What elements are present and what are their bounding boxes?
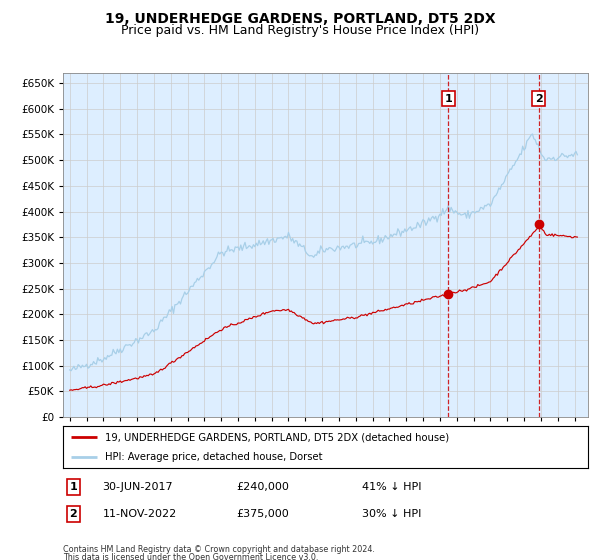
Text: 11-NOV-2022: 11-NOV-2022 bbox=[103, 509, 176, 519]
Text: Contains HM Land Registry data © Crown copyright and database right 2024.: Contains HM Land Registry data © Crown c… bbox=[63, 545, 375, 554]
Text: HPI: Average price, detached house, Dorset: HPI: Average price, detached house, Dors… bbox=[105, 452, 323, 462]
Text: 2: 2 bbox=[535, 94, 542, 104]
Text: £240,000: £240,000 bbox=[236, 482, 289, 492]
Text: 2: 2 bbox=[70, 509, 77, 519]
Text: 1: 1 bbox=[70, 482, 77, 492]
Text: £375,000: £375,000 bbox=[236, 509, 289, 519]
Text: 1: 1 bbox=[445, 94, 452, 104]
Text: 30% ↓ HPI: 30% ↓ HPI bbox=[362, 509, 422, 519]
Text: This data is licensed under the Open Government Licence v3.0.: This data is licensed under the Open Gov… bbox=[63, 553, 319, 560]
Text: 41% ↓ HPI: 41% ↓ HPI bbox=[362, 482, 422, 492]
Text: Price paid vs. HM Land Registry's House Price Index (HPI): Price paid vs. HM Land Registry's House … bbox=[121, 24, 479, 36]
Text: 30-JUN-2017: 30-JUN-2017 bbox=[103, 482, 173, 492]
Text: 19, UNDERHEDGE GARDENS, PORTLAND, DT5 2DX (detached house): 19, UNDERHEDGE GARDENS, PORTLAND, DT5 2D… bbox=[105, 432, 449, 442]
Text: 19, UNDERHEDGE GARDENS, PORTLAND, DT5 2DX: 19, UNDERHEDGE GARDENS, PORTLAND, DT5 2D… bbox=[104, 12, 496, 26]
